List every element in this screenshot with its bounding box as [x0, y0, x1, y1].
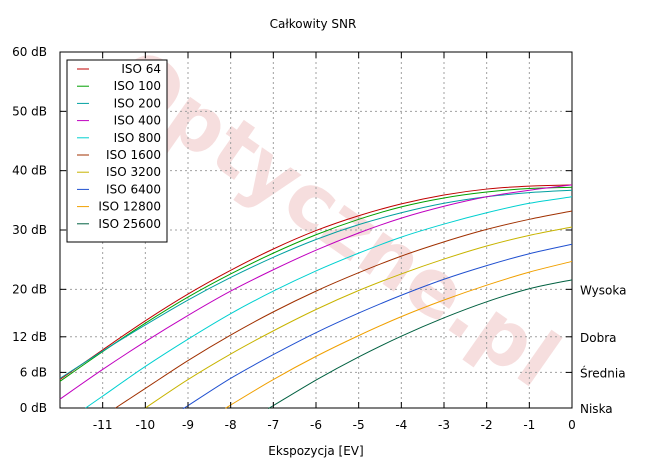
- y-tick-label: 30 dB: [12, 223, 47, 237]
- x-tick-label: -3: [438, 418, 450, 432]
- series-line-iso-400: [59, 184, 573, 400]
- y-tick-label: 6 dB: [20, 365, 47, 379]
- y-tick-label: 60 dB: [12, 45, 47, 59]
- legend-label: ISO 6400: [106, 182, 161, 196]
- y-tick-label: 20 dB: [12, 282, 47, 296]
- series-line-iso-12800: [225, 260, 573, 409]
- x-tick-label: -10: [136, 418, 156, 432]
- legend-label: ISO 64: [121, 62, 161, 76]
- y-axis-ticks: 0 dB 6 dB 12 dB 20 dB 30 dB 40 dB 50 dB 60 dB: [12, 45, 572, 415]
- legend: ISO 64 ISO 100 ISO 200 ISO 400 ISO 800 ISO 16…: [66, 59, 168, 243]
- x-tick-label: 0: [568, 418, 576, 432]
- series-line-iso-25600: [268, 279, 573, 409]
- x-tick-label: -4: [395, 418, 407, 432]
- x-axis-label: Ekspozycja [EV]: [268, 444, 363, 458]
- x-tick-label: -5: [353, 418, 365, 432]
- legend-label: ISO 3200: [106, 165, 161, 179]
- x-tick-label: -7: [267, 418, 279, 432]
- chart-title: Całkowity SNR: [270, 17, 357, 31]
- series-line-iso-3200: [145, 226, 573, 409]
- x-tick-label: -9: [182, 418, 194, 432]
- series-layer: [59, 184, 573, 410]
- series-line-iso-800: [85, 196, 573, 409]
- x-tick-label: -8: [225, 418, 237, 432]
- legend-label: ISO 12800: [98, 200, 161, 214]
- series-line-iso-1600: [115, 210, 573, 409]
- legend-label: ISO 1600: [106, 148, 161, 162]
- legend-box: [66, 59, 168, 243]
- x-tick-label: -1: [523, 418, 535, 432]
- y2-tick-label: Niska: [580, 402, 613, 416]
- legend-label: ISO 25600: [98, 217, 161, 231]
- y2-tick-label: Wysoka: [580, 283, 626, 297]
- legend-label: ISO 800: [114, 131, 161, 145]
- grid: [60, 52, 572, 408]
- x-tick-label: -2: [481, 418, 493, 432]
- legend-label: ISO 400: [114, 114, 161, 128]
- x-tick-label: -6: [310, 418, 322, 432]
- y-tick-label: 50 dB: [12, 104, 47, 118]
- series-line-iso-100: [59, 186, 573, 382]
- legend-label: ISO 200: [114, 96, 161, 110]
- x-tick-label: -11: [93, 418, 113, 432]
- y-tick-label: 0 dB: [20, 401, 47, 415]
- y-tick-label: 40 dB: [12, 164, 47, 178]
- legend-label: ISO 100: [114, 79, 161, 93]
- series-line-iso-6400: [182, 243, 573, 410]
- series-line-iso-64: [59, 184, 573, 380]
- y2-axis-ticks: Wysoka Dobra Średnia Niska: [580, 283, 626, 416]
- x-axis-ticks: -11 -10 -9 -8 -7 -6 -5 -4 -3 -2 -1 0: [93, 52, 576, 432]
- y-tick-label: 12 dB: [12, 330, 47, 344]
- y2-tick-label: Dobra: [580, 331, 617, 345]
- y2-tick-label: Średnia: [580, 365, 626, 380]
